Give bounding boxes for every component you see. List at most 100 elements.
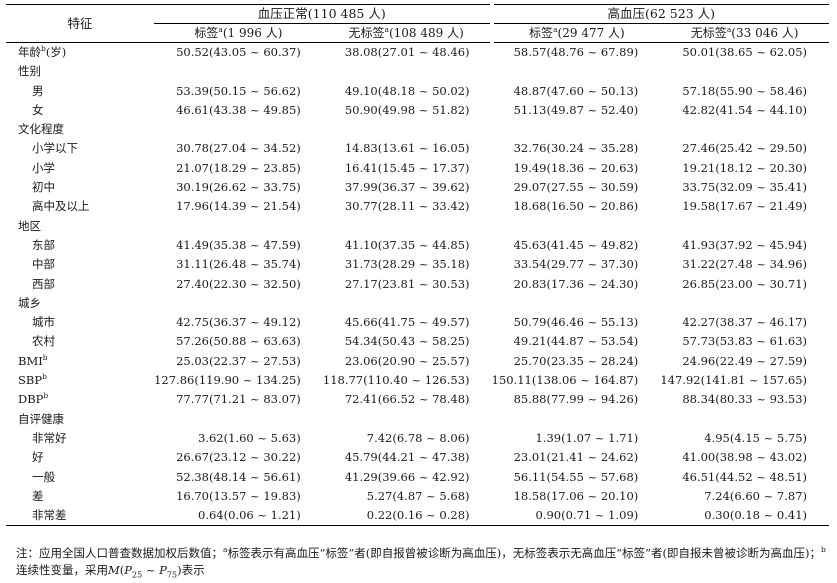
table-cell: 46.61(43.38 ~ 49.85)	[176, 102, 301, 117]
row-label: 高中及以上	[32, 199, 90, 214]
table-cell	[660, 120, 829, 139]
table-body: 年龄b(岁) 50.52(43.05 ~ 60.37) 38.08(27.01 ~ …	[6, 43, 830, 527]
table-cell: 45.79(44.21 ~ 47.38)	[344, 450, 470, 465]
header-row-subgroups: 标签a(1 996 人) 无标签a(108 489 人) 标签a(29 477 人)…	[6, 23, 830, 43]
table-row: 性别	[6, 62, 829, 81]
column-header-label: 无标签	[690, 26, 727, 40]
table-cell: 3.62(1.60 ~ 5.63)	[198, 430, 301, 445]
table-footnote: 注：应用全国人口普查数据加权后数值；a标签表示有高血压“标签”者(即自报曾被诊断…	[16, 545, 826, 580]
row-label-cell: 女	[6, 101, 154, 120]
table-row: 男 53.39(50.15 ~ 56.62) 49.10(48.18 ~ 50.02…	[6, 82, 829, 101]
row-label: 小学	[32, 160, 55, 175]
table-cell	[660, 217, 829, 236]
table-cell	[323, 217, 492, 236]
row-label: 一般	[32, 469, 55, 484]
row-label: SBP	[18, 373, 43, 388]
table-cell	[154, 62, 323, 81]
table-cell: 30.78(27.04 ~ 34.52)	[176, 141, 301, 156]
table-cell: 25.03(22.37 ~ 27.53)	[176, 353, 301, 368]
table-row: 城市 42.75(36.37 ~ 49.12) 45.66(41.75 ~ 49.5…	[6, 313, 829, 332]
table-row: 小学以下 30.78(27.04 ~ 34.52) 14.83(13.61 ~ 16…	[6, 139, 829, 158]
row-label: 差	[32, 488, 44, 503]
table-cell: 50.79(46.46 ~ 55.13)	[513, 315, 639, 330]
table-cell	[154, 410, 323, 429]
table-cell: 33.54(29.77 ~ 37.30)	[513, 257, 639, 272]
table-cell	[154, 217, 323, 236]
footnote-text: 表示	[181, 563, 205, 577]
table-cell: 31.73(28.29 ~ 35.18)	[344, 257, 470, 272]
table-cell: 27.17(23.81 ~ 30.53)	[344, 276, 470, 291]
table-cell: 48.87(47.60 ~ 50.13)	[513, 83, 639, 98]
table-cell: 21.07(18.29 ~ 23.85)	[176, 160, 301, 175]
table-cell: 54.34(50.43 ~ 58.25)	[344, 334, 470, 349]
table-row: 农村 57.26(50.88 ~ 63.63) 54.34(50.43 ~ 58.2…	[6, 332, 829, 351]
footnote-mark: b	[42, 372, 47, 382]
footnote-text: 25	[132, 570, 143, 580]
table-cell: 16.70(13.57 ~ 19.83)	[176, 488, 301, 503]
footnote-mark: b	[43, 391, 49, 401]
footnote-mark: a	[553, 25, 558, 34]
table-row: 高中及以上 17.96(14.39 ~ 21.54) 30.77(28.11 ~ 3…	[6, 197, 829, 216]
table-cell: 45.63(41.45 ~ 49.82)	[513, 237, 639, 252]
table-cell: 57.73(53.83 ~ 61.63)	[682, 334, 808, 349]
column-header-count: (1 996 人)	[222, 26, 283, 40]
table-cell: 24.96(22.49 ~ 27.59)	[682, 353, 808, 368]
row-label: DBP	[18, 392, 44, 407]
row-label: 城市	[32, 315, 55, 330]
table-cell: 31.11(26.48 ~ 35.74)	[176, 257, 301, 272]
table-cell: 56.11(54.55 ~ 57.68)	[513, 469, 639, 484]
table-cell: 45.66(41.75 ~ 49.57)	[344, 315, 470, 330]
footnote-text: 注：应用全国人口普查数据加权后数值；	[16, 546, 223, 560]
table-cell: 58.57(48.76 ~ 67.89)	[513, 45, 639, 59]
table-row: 好 26.67(23.12 ~ 30.22) 45.79(44.21 ~ 47.38…	[6, 448, 829, 467]
table-cell: 41.29(39.66 ~ 42.92)	[344, 469, 470, 484]
footnote-text: 75	[166, 570, 178, 580]
table-cell: 18.68(16.50 ~ 20.86)	[513, 199, 639, 214]
table-cell	[323, 410, 492, 429]
footnote-text: P	[159, 563, 167, 577]
column-header: 无标签a(108 489 人)	[322, 23, 494, 43]
table-row: 小学 21.07(18.29 ~ 23.85) 16.41(15.45 ~ 17.3…	[6, 159, 829, 178]
footnote-mark: a	[223, 545, 228, 555]
row-label-cell: 小学	[6, 159, 154, 178]
table-row: 差 16.70(13.57 ~ 19.83) 5.27(4.87 ~ 5.68) 18…	[6, 487, 829, 506]
column-header: 标签a(29 477 人)	[491, 23, 661, 43]
table-cell: 26.85(23.00 ~ 30.71)	[682, 276, 808, 291]
table-cell: 118.77(110.40 ~ 126.53)	[322, 373, 470, 388]
table-cell: 85.88(77.99 ~ 94.26)	[513, 392, 639, 407]
table-cell	[323, 294, 492, 313]
table-cell: 50.90(49.98 ~ 51.82)	[344, 102, 470, 117]
table-cell	[660, 62, 829, 81]
row-label-cell: 高中及以上	[6, 197, 154, 216]
table-cell: 31.22(27.48 ~ 34.96)	[682, 257, 808, 272]
table-cell: 41.00(38.98 ~ 43.02)	[682, 450, 808, 465]
row-label: 文化程度	[18, 122, 64, 137]
table-cell: 0.22(0.16 ~ 0.28)	[322, 506, 492, 527]
table-row: 西部 27.40(22.30 ~ 32.50) 27.17(23.81 ~ 30.5…	[6, 275, 829, 294]
row-label-cell: 一般	[6, 468, 154, 487]
table-cell: 25.70(23.35 ~ 28.24)	[513, 353, 639, 368]
table-cell: 42.75(36.37 ~ 49.12)	[176, 315, 301, 330]
table-cell	[492, 120, 661, 139]
table-cell: 33.75(32.09 ~ 35.41)	[682, 180, 808, 195]
row-label-cell: 非常好	[6, 429, 154, 448]
row-label-cell: 中部	[6, 255, 154, 274]
table-cell	[492, 217, 661, 236]
table-cell: 0.90(0.71 ~ 1.09)	[491, 506, 661, 527]
table-cell: 72.41(66.52 ~ 78.48)	[344, 392, 470, 407]
footnote-mark: b	[820, 545, 826, 555]
table-cell	[660, 410, 829, 429]
header-row-groups: 特征 血压正常(110 485 人) 高血压(62 523 人)	[6, 4, 830, 43]
table-cell	[492, 62, 661, 81]
table-cell: 52.38(48.14 ~ 56.61)	[176, 469, 301, 484]
table-cell: 41.93(37.92 ~ 45.94)	[682, 237, 808, 252]
row-label-cell: 西部	[6, 275, 154, 294]
table-cell: 0.30(0.18 ~ 0.41)	[660, 506, 830, 527]
row-label: 性别	[18, 64, 41, 79]
row-label: 城乡	[18, 295, 41, 310]
row-label-cell: 城乡	[6, 294, 154, 313]
row-label-cell: 文化程度	[6, 120, 154, 139]
row-label: 小学以下	[32, 141, 78, 156]
row-label: 东部	[32, 237, 55, 252]
